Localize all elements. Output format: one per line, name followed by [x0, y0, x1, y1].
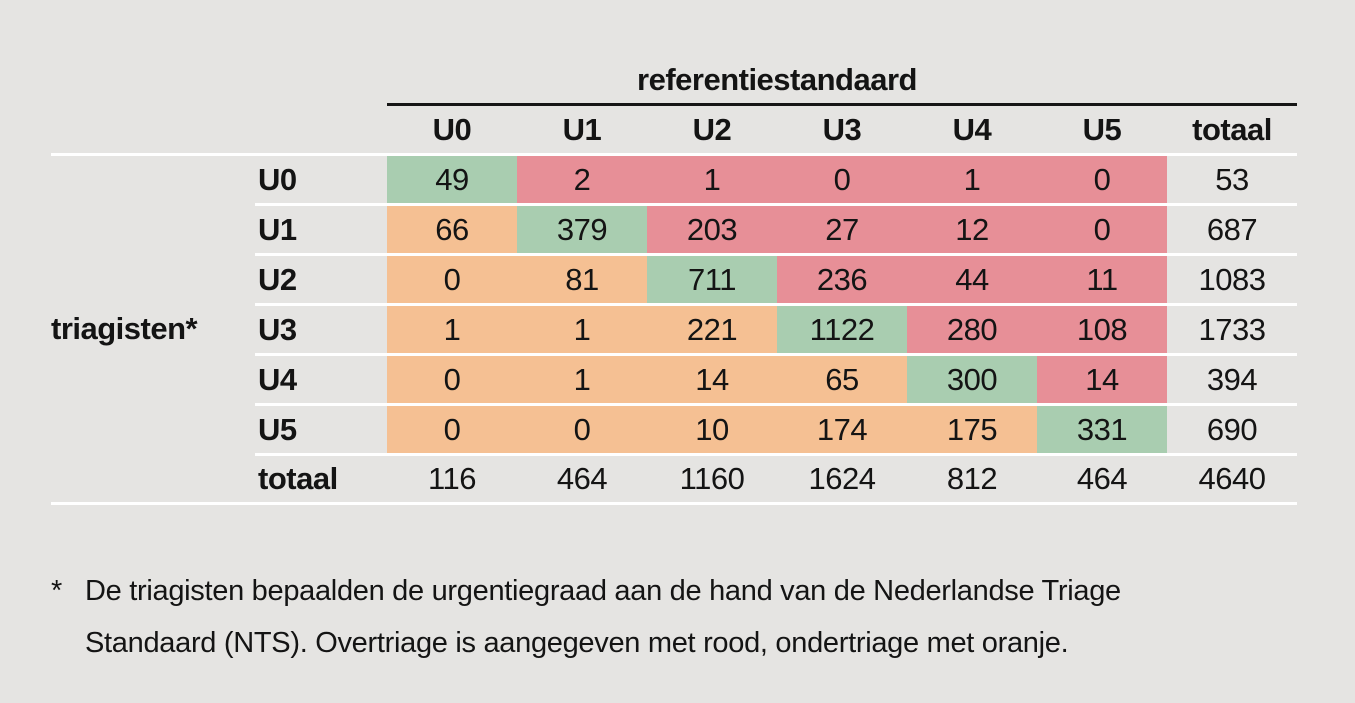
cell-u3-u1: 1: [517, 306, 647, 356]
spacer-cell: [51, 103, 387, 156]
table-row-u4: U4 0 1 14 65 300 14 394: [51, 356, 1297, 406]
footnote-line-1: De triagisten bepaalden de urgentiegraad…: [85, 575, 1121, 607]
col-header-totaal: totaal: [1167, 103, 1297, 156]
footnote: * De triagisten bepaalden de urgentiegra…: [51, 565, 1121, 669]
col-header-u1: U1: [517, 103, 647, 156]
row-label-u1: U1: [255, 206, 387, 256]
cell-u5-u0: 0: [387, 406, 517, 456]
table-row-u0: triagisten* U0 49 2 1 0 1 0 53: [51, 156, 1297, 505]
table-row-u2: U2 0 81 711 236 44 11 1083: [51, 256, 1297, 306]
spacer-cell: [51, 36, 387, 103]
cell-u4-u4: 300: [907, 356, 1037, 406]
cell-u0-u0: 49: [387, 156, 517, 206]
row-label-u2: U2: [255, 256, 387, 306]
cell-u4-u5: 14: [1037, 356, 1167, 406]
col-total-u2: 1160: [647, 456, 777, 505]
row-total-u4: 394: [1167, 356, 1297, 406]
cell-u4-u1: 1: [517, 356, 647, 406]
row-total-u5: 690: [1167, 406, 1297, 456]
col-header-u5: U5: [1037, 103, 1167, 156]
col-header-u4: U4: [907, 103, 1037, 156]
cell-u1-u3: 27: [777, 206, 907, 256]
triage-confusion-matrix: referentiestandaard U0 U1 U2 U3 U4 U5 to…: [51, 36, 1297, 505]
cell-u2-u1: 81: [517, 256, 647, 306]
spacer-cell: [1167, 36, 1297, 103]
cell-u0-u2: 1: [647, 156, 777, 206]
cell-u2-u4: 44: [907, 256, 1037, 306]
cell-u5-u5: 331: [1037, 406, 1167, 456]
column-group-title-row: referentiestandaard: [51, 36, 1297, 103]
cell-u4-u0: 0: [387, 356, 517, 406]
cell-u0-u1: 2: [517, 156, 647, 206]
cell-u2-u2: 711: [647, 256, 777, 306]
row-label-u3: U3: [255, 306, 387, 356]
col-header-u2: U2: [647, 103, 777, 156]
footnote-line-2: Standaard (NTS). Overtriage is aangegeve…: [85, 627, 1069, 659]
row-label-u4: U4: [255, 356, 387, 406]
cell-u2-u0: 0: [387, 256, 517, 306]
cell-u4-u2: 14: [647, 356, 777, 406]
row-label-u5: U5: [255, 406, 387, 456]
row-total-u3: 1733: [1167, 306, 1297, 356]
row-total-u2: 1083: [1167, 256, 1297, 306]
cell-u1-u2: 203: [647, 206, 777, 256]
row-label-totaal: totaal: [255, 456, 387, 505]
col-total-u4: 812: [907, 456, 1037, 505]
row-group-title: triagisten*: [51, 156, 255, 505]
footnote-text: De triagisten bepaalden de urgentiegraad…: [85, 565, 1121, 669]
cell-u5-u3: 174: [777, 406, 907, 456]
footnote-marker: *: [51, 575, 62, 607]
cell-u4-u3: 65: [777, 356, 907, 406]
cell-u0-u5: 0: [1037, 156, 1167, 206]
cell-u1-u4: 12: [907, 206, 1037, 256]
cell-u1-u5: 0: [1037, 206, 1167, 256]
col-total-u0: 116: [387, 456, 517, 505]
col-total-u1: 464: [517, 456, 647, 505]
row-total-u0: 53: [1167, 156, 1297, 206]
cell-u2-u3: 236: [777, 256, 907, 306]
cell-u3-u5: 108: [1037, 306, 1167, 356]
cell-u1-u0: 66: [387, 206, 517, 256]
row-total-u1: 687: [1167, 206, 1297, 256]
cell-u1-u1: 379: [517, 206, 647, 256]
cell-u5-u1: 0: [517, 406, 647, 456]
cell-u5-u4: 175: [907, 406, 1037, 456]
col-header-u3: U3: [777, 103, 907, 156]
col-total-u3: 1624: [777, 456, 907, 505]
table-row-u3: U3 1 1 221 1122 280 108 1733: [51, 306, 1297, 356]
table-row-u1: U1 66 379 203 27 12 0 687: [51, 206, 1297, 256]
cell-u3-u0: 1: [387, 306, 517, 356]
col-header-u0: U0: [387, 103, 517, 156]
cell-u0-u3: 0: [777, 156, 907, 206]
cell-u5-u2: 10: [647, 406, 777, 456]
cell-u3-u3: 1122: [777, 306, 907, 356]
column-group-title: referentiestandaard: [637, 62, 917, 97]
cell-u3-u4: 280: [907, 306, 1037, 356]
row-label-u0: U0: [255, 156, 387, 206]
col-total-u5: 464: [1037, 456, 1167, 505]
cell-u3-u2: 221: [647, 306, 777, 356]
column-header-row: U0 U1 U2 U3 U4 U5 totaal: [51, 103, 1297, 156]
table-row-totaal: totaal 116 464 1160 1624 812 464 4640: [51, 456, 1297, 505]
cell-u0-u4: 1: [907, 156, 1037, 206]
cell-u2-u5: 11: [1037, 256, 1167, 306]
table-row-u5: U5 0 0 10 174 175 331 690: [51, 406, 1297, 456]
grand-total: 4640: [1167, 456, 1297, 505]
